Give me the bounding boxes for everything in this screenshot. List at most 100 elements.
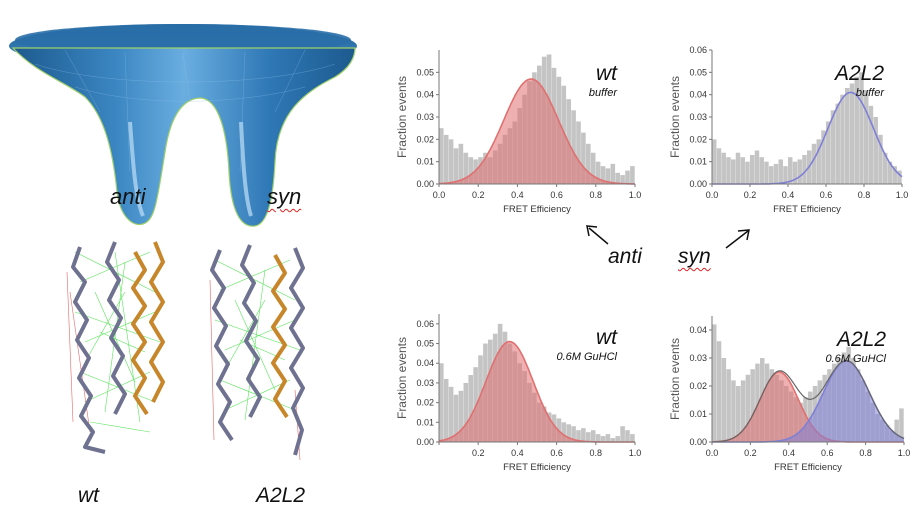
histogram-bar (721, 152, 726, 184)
histogram-bar (600, 166, 606, 184)
x-tick-label: 1.0 (898, 448, 911, 458)
histogram-bar (630, 434, 635, 442)
histogram-bar (448, 139, 454, 184)
histogram-a2l2-guhcl: 0.0 0.2 0.4 0.6 0.8 1.0 0.00 0.01 0.02 0.03 0.04 FR… (668, 316, 911, 473)
y-tick-label: 0.02 (416, 134, 434, 144)
histogram-bar (439, 128, 444, 184)
histogram-bar (439, 363, 444, 442)
histogram-bar (566, 424, 571, 442)
center-label-syn: syn (678, 245, 711, 268)
y-axis-label: Fraction events (395, 76, 409, 158)
arrow-anti-icon (586, 225, 609, 245)
structure-label-a2l2: A2L2 (256, 484, 306, 507)
histogram-bar (845, 87, 850, 184)
histogram-bar (745, 374, 751, 442)
histogram-bar (600, 436, 606, 442)
histogram-bar (849, 83, 855, 184)
y-tick-label: 0.02 (689, 381, 707, 391)
chart-subtitle: buffer (589, 87, 618, 99)
histogram-bar (883, 152, 888, 184)
y-tick-label: 0.04 (689, 90, 707, 100)
histogram-bar (463, 382, 469, 442)
fit-area (712, 360, 904, 442)
y-tick-label: 0.06 (689, 45, 707, 55)
chart-title: wt (596, 62, 618, 85)
histogram-bar (630, 166, 635, 184)
y-tick-label: 0.05 (689, 67, 707, 77)
y-tick-label: 0.06 (416, 319, 434, 329)
chart-subtitle: buffer (856, 87, 885, 99)
x-tick-label: 0.6 (820, 190, 833, 200)
histogram-bar (755, 363, 760, 442)
x-tick-label: 1.0 (629, 190, 642, 200)
y-tick-label: 0.00 (689, 179, 707, 189)
histogram-bar (811, 143, 817, 184)
histogram-bar (868, 105, 874, 184)
x-tick-label: 0.4 (511, 448, 524, 458)
histogram-bar (750, 369, 755, 442)
histogram-bar (576, 121, 581, 184)
y-tick-label: 0.03 (416, 112, 434, 122)
histogram-bar (892, 166, 897, 184)
histogram-bar (731, 380, 736, 442)
histogram-bar (797, 159, 802, 184)
x-tick-label: 0.4 (782, 190, 795, 200)
x-tick-label: 0.0 (706, 448, 719, 458)
histogram-bar (821, 130, 826, 184)
histogram-bar (783, 166, 788, 184)
chart-title: A2L2 (833, 62, 884, 85)
histogram-bar (897, 170, 902, 184)
sum-fit-curve (712, 359, 905, 443)
histogram-bar (473, 367, 478, 442)
arrow-syn-icon (725, 229, 750, 249)
funnel-label-syn: syn (267, 184, 302, 209)
x-axis-label: FRET Efficiency (503, 462, 571, 473)
histogram-bar (721, 358, 727, 442)
histogram-bar (625, 430, 630, 442)
histogram-bar (453, 148, 459, 184)
histogram-bar (726, 157, 731, 184)
histogram-bar (561, 422, 567, 442)
x-axis-label: FRET Efficiency (774, 462, 842, 473)
y-axis-label: Fraction events (668, 76, 682, 158)
histogram-bar (448, 386, 454, 442)
histogram-bar (740, 380, 746, 442)
x-tick-label: 0.2 (744, 448, 757, 458)
x-tick-label: 0.4 (783, 448, 796, 458)
y-tick-label: 0.04 (416, 90, 434, 100)
y-tick-label: 0.05 (416, 67, 434, 77)
histogram-bar (887, 161, 893, 184)
histogram-bar (769, 166, 774, 184)
fit-area (712, 372, 904, 442)
y-tick-label: 0.01 (689, 157, 707, 167)
histogram-bar (712, 324, 717, 442)
histogram-bar (590, 152, 596, 184)
histogram-bar (458, 143, 464, 184)
x-tick-label: 0.8 (590, 190, 603, 200)
x-tick-label: 0.6 (550, 448, 563, 458)
histogram-bar (586, 432, 591, 442)
fit-area (439, 79, 635, 184)
histogram-bar (736, 386, 741, 442)
y-tick-label: 0.02 (416, 398, 434, 408)
histogram-bar (835, 103, 840, 184)
histogram-wt-buffer: 0.0 0.2 0.4 0.6 0.8 1.0 0.00 0.01 0.02 0.03 0.04 0.… (395, 50, 642, 215)
y-tick-label: 0.03 (689, 112, 707, 122)
histogram-bar (571, 426, 576, 442)
histogram-bar (571, 110, 576, 184)
chart-subtitle: 0.6M GuHCl (825, 353, 886, 365)
histogram-bar (620, 175, 625, 184)
funnel-label-anti: anti (110, 184, 146, 209)
x-tick-label: 0.2 (472, 190, 485, 200)
x-tick-label: 0.6 (821, 448, 834, 458)
histogram-bar (754, 150, 760, 184)
histogram-bar (712, 139, 717, 184)
histogram-bar (443, 378, 449, 442)
y-tick-label: 0.04 (416, 358, 434, 368)
histogram-bar (859, 72, 864, 184)
histogram-bar (778, 159, 783, 184)
histogram-bar (468, 375, 473, 442)
y-axis-label: Fraction events (395, 337, 409, 419)
wt-structure-image (66, 241, 165, 454)
histogram-bar (816, 139, 821, 184)
